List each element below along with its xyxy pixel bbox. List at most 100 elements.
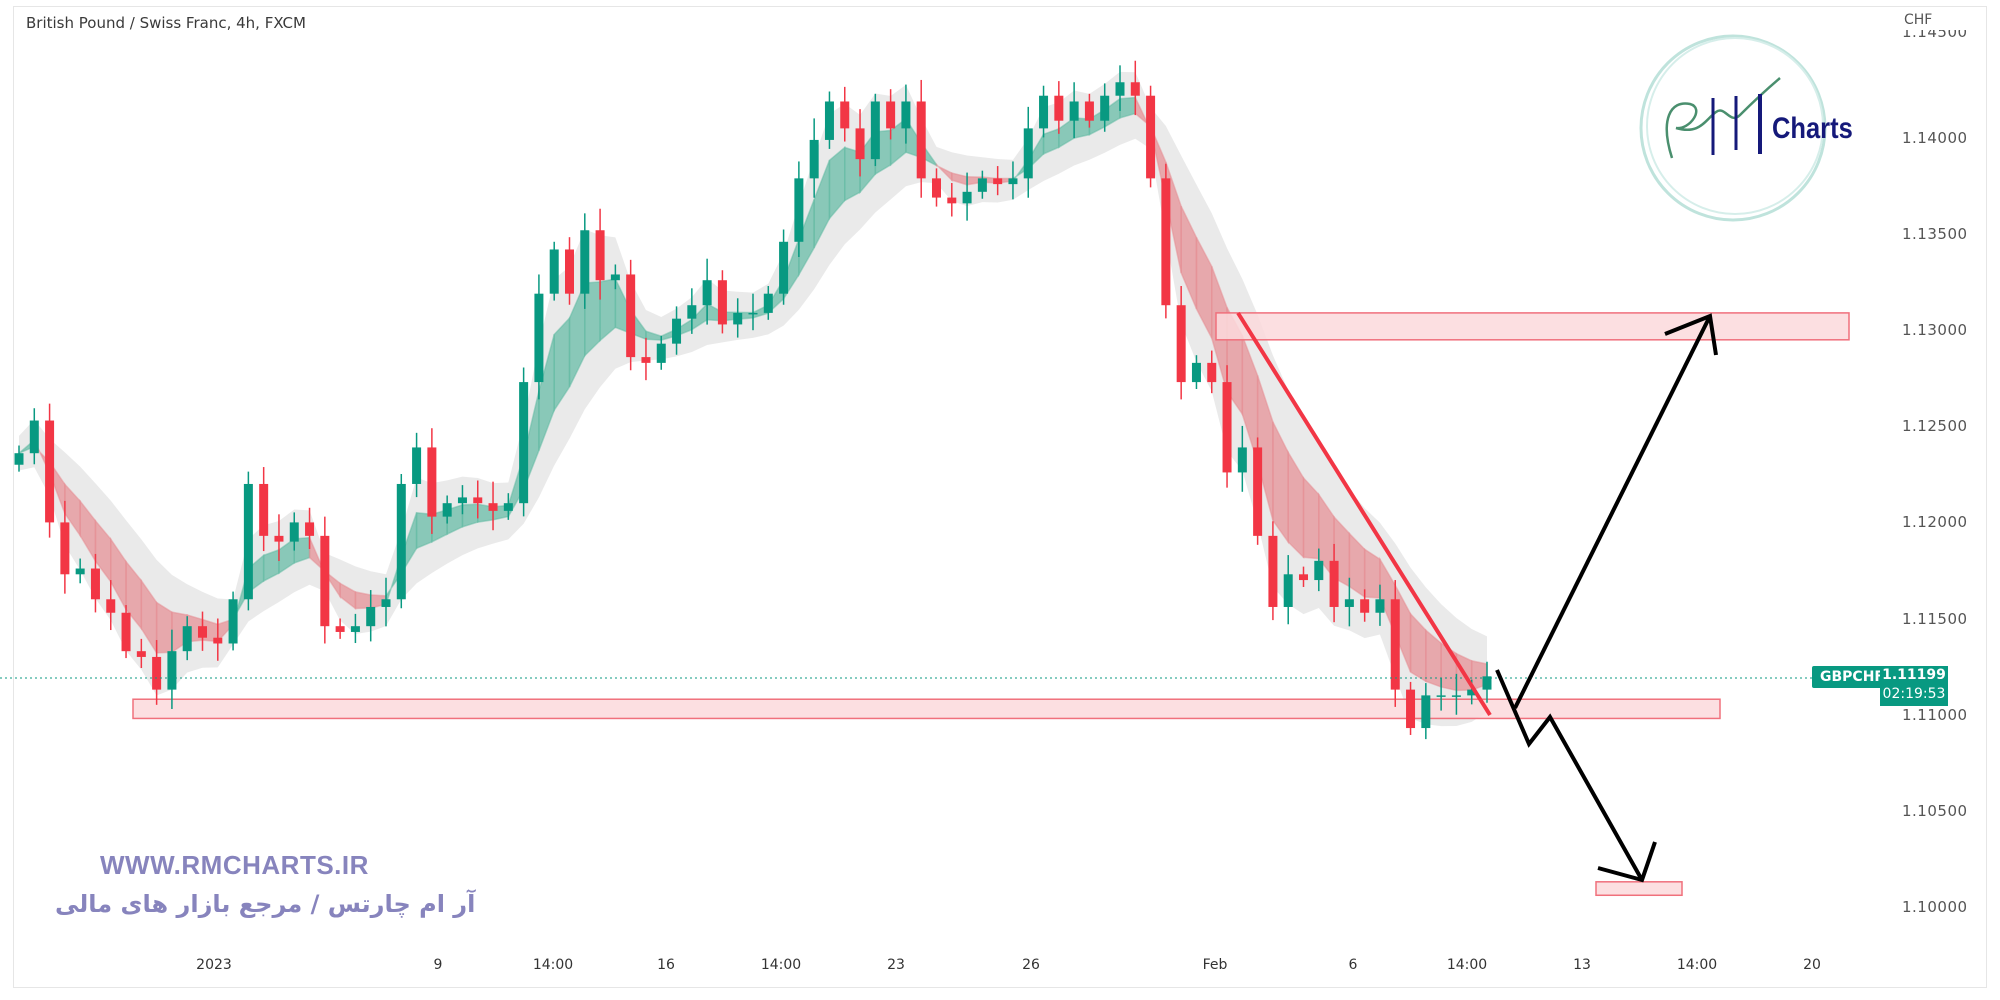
candle-body: [595, 230, 605, 281]
price-zone: [1595, 881, 1683, 897]
candle: [809, 118, 819, 198]
candle: [580, 213, 590, 309]
time-tick-label: 2023: [196, 957, 232, 973]
candle-body: [1329, 560, 1339, 607]
candle-body: [1467, 689, 1477, 696]
candle: [886, 89, 896, 140]
candle-body: [396, 483, 406, 600]
candle-body: [1039, 95, 1049, 129]
candle: [1329, 543, 1339, 623]
candle-body: [717, 280, 727, 325]
ma-ribbon-segment: [415, 511, 433, 550]
candle-body: [932, 178, 941, 198]
candle-body: [457, 497, 467, 504]
candle: [1222, 365, 1232, 488]
candle-body: [1176, 305, 1186, 383]
trendline[interactable]: [1236, 311, 1492, 717]
candle: [1482, 661, 1492, 703]
candle: [60, 500, 70, 594]
candle-body: [259, 483, 269, 536]
candle-body: [1360, 599, 1370, 613]
candle: [977, 170, 987, 199]
candle: [748, 293, 758, 331]
candle-body: [350, 626, 360, 632]
candle-body: [1054, 95, 1064, 121]
candle: [1130, 60, 1140, 116]
candle: [1268, 521, 1278, 621]
candle: [167, 629, 177, 709]
candle: [1008, 161, 1018, 200]
ma-band: [19, 71, 1487, 727]
candle: [1360, 589, 1370, 622]
arrow-up-path[interactable]: [1513, 315, 1712, 709]
candle-body: [1283, 574, 1293, 607]
candle: [1390, 580, 1400, 707]
candle: [702, 258, 712, 325]
candle: [289, 512, 299, 551]
price-tick-label: 1.12000: [1902, 513, 1968, 532]
time-tick-label: 16: [657, 957, 675, 973]
candle: [916, 79, 926, 198]
candle-body: [381, 599, 391, 607]
time-tick-label: 14:00: [532, 957, 574, 973]
candle-body: [167, 651, 177, 690]
candle-body: [29, 420, 39, 454]
candle: [1023, 106, 1033, 198]
candle: [565, 237, 574, 305]
candle-body: [1314, 560, 1324, 581]
candle: [1084, 93, 1094, 128]
candle: [320, 516, 330, 644]
candle-body: [901, 101, 911, 129]
candle: [75, 558, 85, 584]
candle-body: [198, 626, 207, 638]
price-tick-label: 1.13000: [1902, 321, 1968, 340]
candle-body: [947, 197, 957, 204]
arrow-down-path[interactable]: [1495, 669, 1644, 881]
candle: [1161, 163, 1171, 319]
candle-body: [335, 626, 345, 632]
candle: [366, 590, 376, 642]
time-tick-label: 6: [1348, 957, 1358, 973]
time-tick-label: 9: [433, 957, 443, 973]
candle: [274, 514, 284, 561]
candle-body: [763, 293, 773, 313]
candle: [442, 495, 452, 524]
candle: [121, 605, 131, 659]
candle-body: [672, 318, 682, 344]
candle: [672, 306, 682, 355]
candle: [1344, 577, 1354, 627]
candle-body: [1161, 178, 1171, 306]
ma-ribbon-segment: [354, 591, 372, 610]
candle: [136, 638, 146, 669]
candle: [488, 481, 498, 531]
candle: [152, 640, 162, 705]
candle: [350, 613, 360, 644]
candle: [45, 403, 55, 538]
candle-body: [1084, 101, 1094, 121]
candle: [1253, 437, 1263, 545]
bar-countdown: 02:19:53: [1882, 686, 1946, 702]
candle-body: [977, 178, 987, 192]
candle: [1039, 85, 1049, 138]
candle: [14, 445, 24, 472]
candle-body: [519, 382, 529, 504]
currency-unit: CHF: [1904, 12, 1933, 28]
candle-body: [1406, 689, 1416, 729]
candle-body: [320, 535, 330, 627]
candle-body: [228, 599, 238, 644]
candle-body: [1100, 95, 1110, 121]
candle-body: [106, 599, 116, 613]
candle: [259, 467, 269, 552]
time-tick-label: 23: [887, 957, 905, 973]
candle: [779, 229, 789, 305]
candle-body: [412, 447, 422, 484]
candle: [228, 591, 238, 651]
candle-body: [289, 522, 299, 542]
candle: [457, 485, 467, 515]
candle-body: [1482, 676, 1492, 690]
candle: [519, 367, 529, 517]
candle-body: [60, 522, 70, 575]
candle: [1375, 584, 1385, 626]
candle: [243, 471, 253, 611]
